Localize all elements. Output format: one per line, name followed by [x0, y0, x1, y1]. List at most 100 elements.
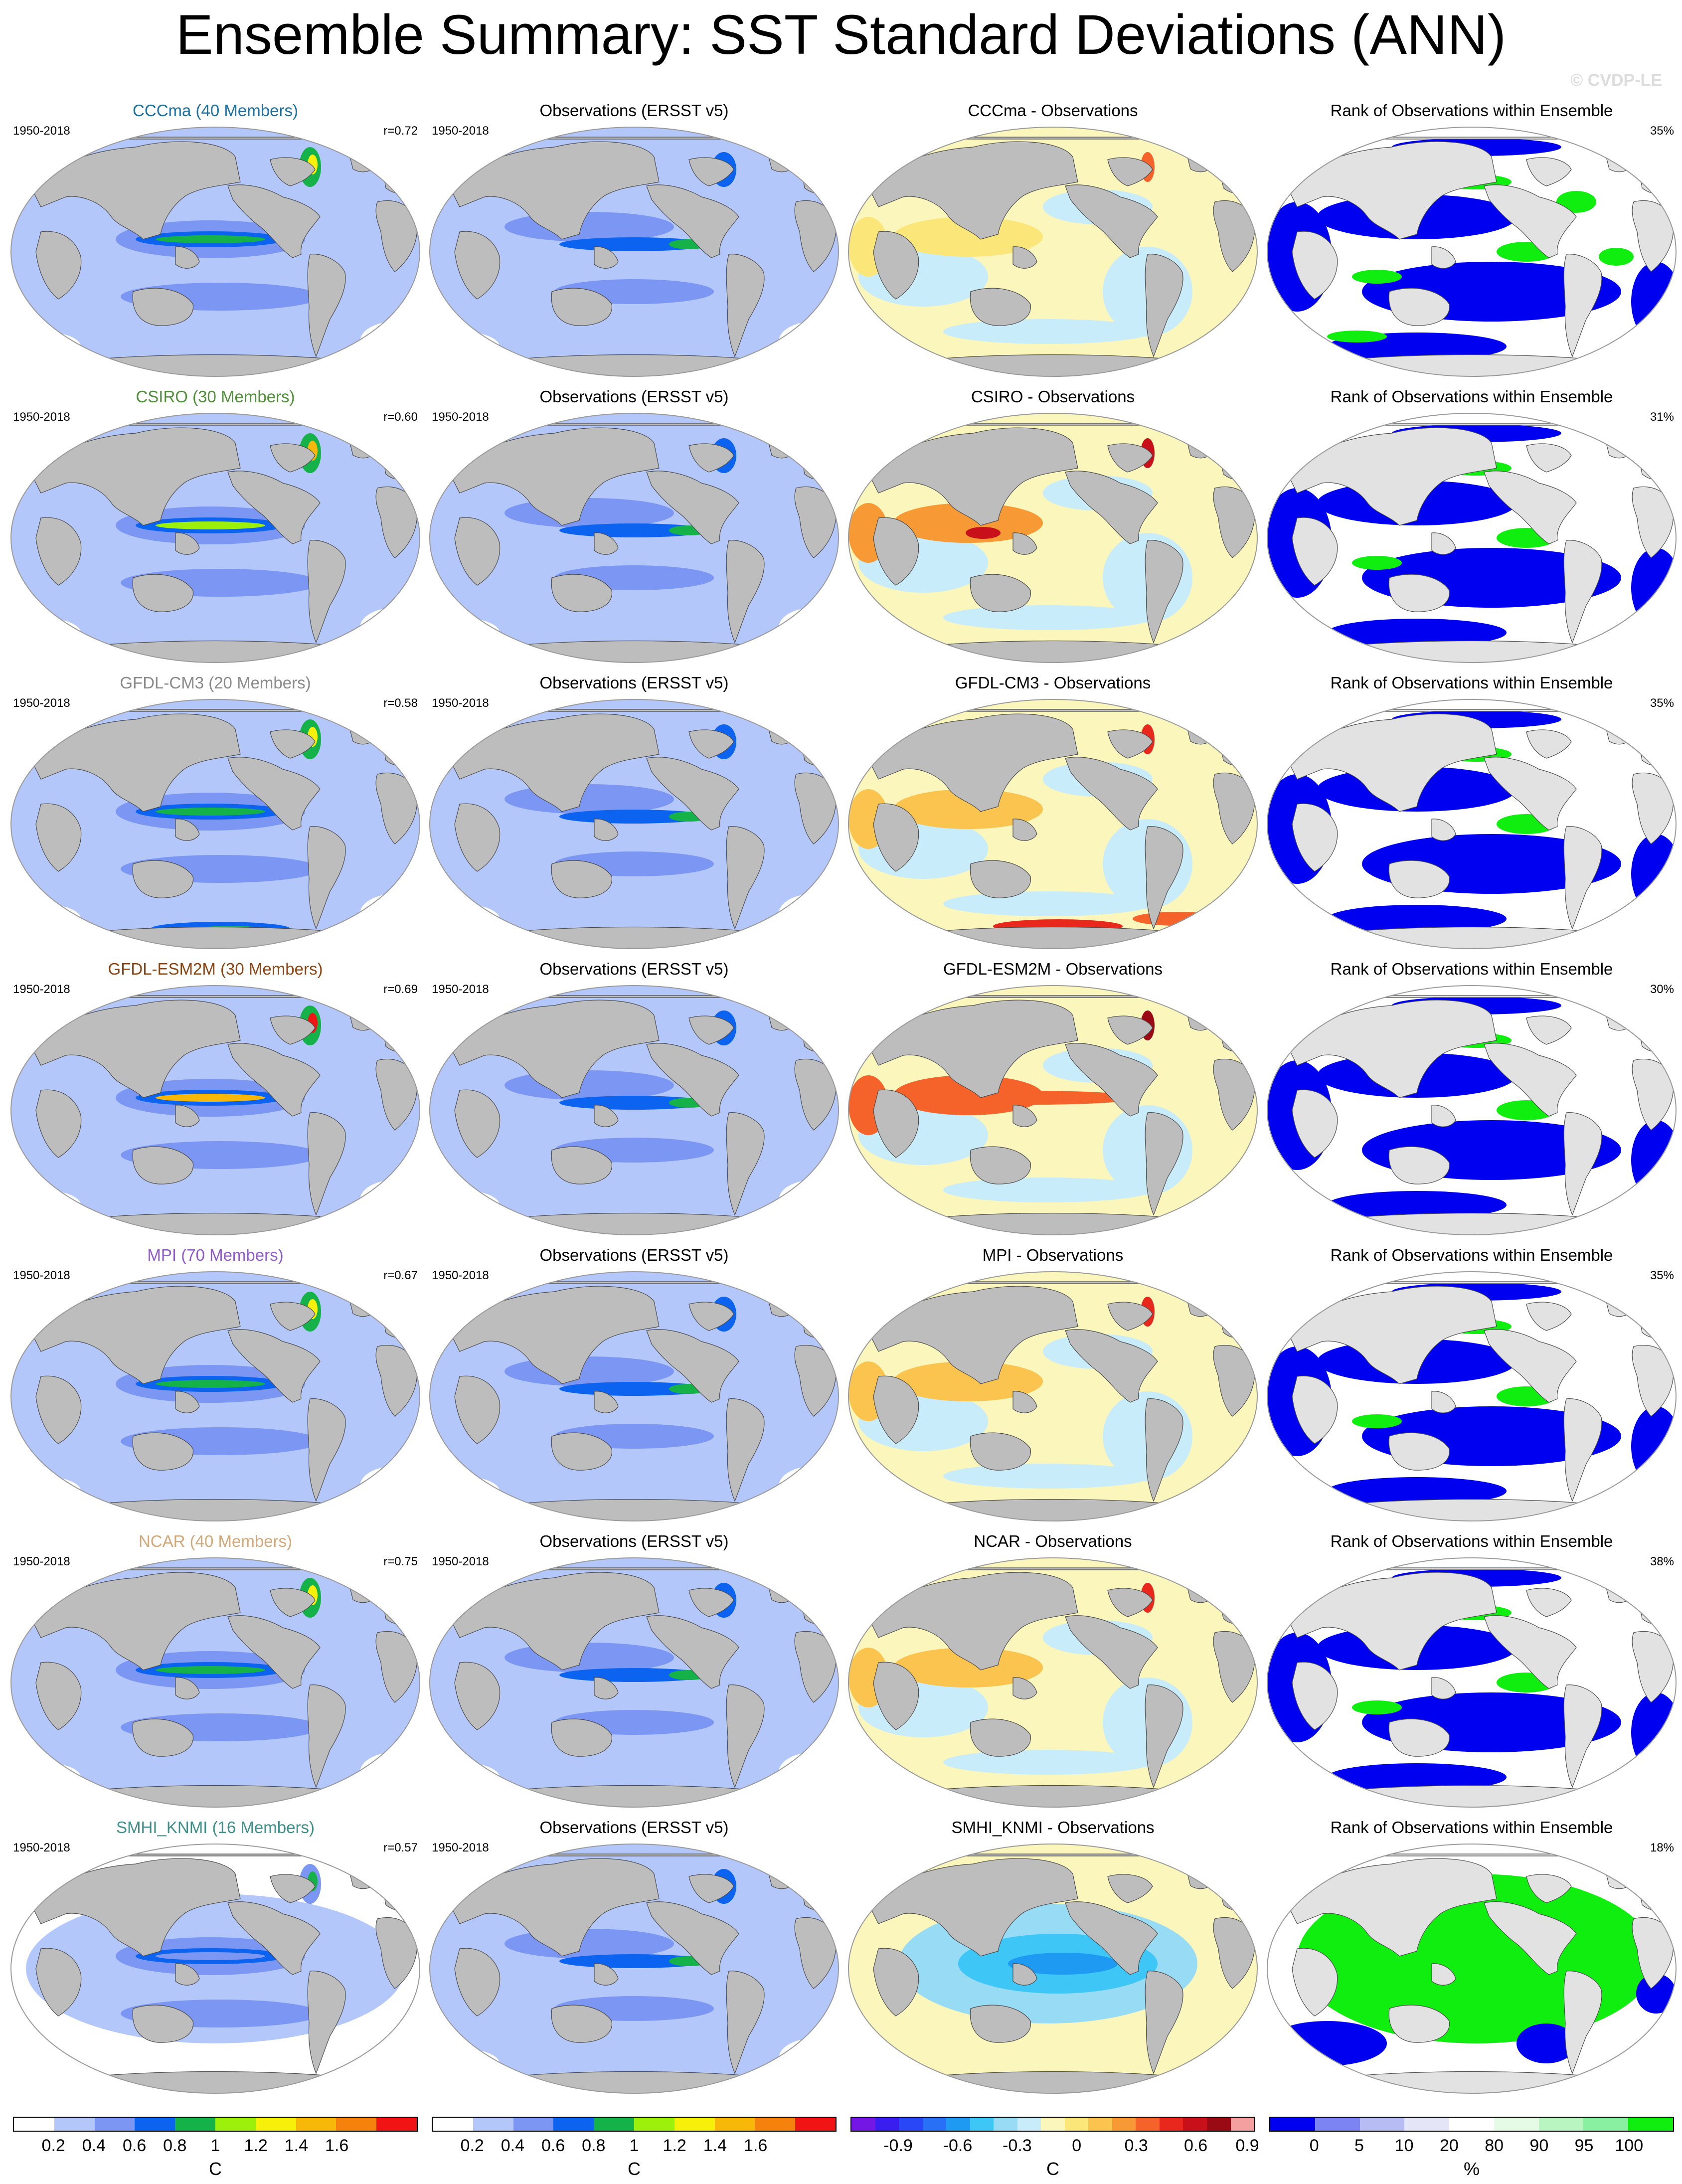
rank-percent: 35% [1650, 1269, 1674, 1282]
colorbar-swatch [875, 2118, 899, 2131]
panel-title: Rank of Observations within Ensemble [1330, 673, 1613, 692]
colorbar-tick-label: 0.2 [460, 2136, 484, 2155]
world-map [10, 1271, 420, 1521]
period-label: 1950-2018 [432, 1269, 489, 1282]
map-border [429, 699, 839, 949]
world-map [10, 985, 420, 1235]
land-mask [848, 137, 1257, 376]
map-panel-diff: CSIRO - Observations [843, 384, 1262, 670]
map-panel-obs: Observations (ERSST v5) 1950-2018 [425, 956, 843, 1242]
watermark: © CVDP-LE [1570, 71, 1662, 90]
rank-percent: 18% [1650, 1841, 1674, 1854]
panel-title: GFDL-CM3 - Observations [955, 673, 1151, 692]
period-label: 1950-2018 [432, 410, 489, 424]
map-field [430, 127, 839, 376]
colorbar-tick-label: -0.3 [1003, 2136, 1032, 2155]
colorbar-swatch [795, 2118, 836, 2131]
colorbar-swatch [946, 2118, 970, 2131]
page-title: Ensemble Summary: SST Standard Deviation… [175, 3, 1507, 66]
world-map [10, 413, 420, 663]
rank-percent: 38% [1650, 1555, 1674, 1568]
colorbar-swatch [755, 2118, 796, 2131]
colorbar-swatch [1017, 2118, 1041, 2131]
panel-title: Rank of Observations within Ensemble [1330, 1246, 1613, 1264]
colorbar-tick-label: 0.6 [122, 2136, 147, 2155]
map-panel-obs: Observations (ERSST v5) 1950-2018 [425, 1815, 843, 2101]
colorbar-diff: -0.9 -0.6 -0.3 0 0.3 0.6 0.9 C [843, 2112, 1262, 2184]
map-border [1267, 127, 1677, 377]
panel-title: Observations (ERSST v5) [539, 1246, 729, 1264]
colorbar-swatch [1136, 2118, 1160, 2131]
world-map [1267, 1557, 1677, 1808]
colorbar-tick-label: 0 [1309, 2136, 1319, 2155]
map-field [848, 986, 1257, 1235]
pattern-correlation: r=0.60 [383, 410, 418, 424]
colorbar-swatch [1359, 2118, 1405, 2131]
colorbar-tick-label: 1.4 [284, 2136, 309, 2155]
colorbar-swatch [1628, 2118, 1674, 2131]
panel-title: Rank of Observations within Ensemble [1330, 1532, 1613, 1550]
map-panel-sd: GFDL-CM3 (20 Members) 1950-2018 r=0.58 [6, 670, 425, 956]
world-map [10, 127, 420, 377]
world-map [848, 985, 1258, 1235]
map-field [848, 699, 1257, 949]
colorbar-swatch [553, 2118, 594, 2131]
colorbar-rank: 0 5 10 20 80 90 95 100% [1262, 2112, 1681, 2184]
panel-title: CCCma - Observations [968, 101, 1138, 120]
world-map [429, 1557, 839, 1808]
world-map [429, 1844, 839, 2094]
colorbar-tick-label: 1 [210, 2136, 220, 2155]
period-label: 1950-2018 [13, 1555, 70, 1568]
map-border [1267, 413, 1677, 663]
pattern-correlation: r=0.75 [383, 1555, 418, 1568]
world-map [10, 1557, 420, 1808]
colorbar-swatch [1583, 2118, 1629, 2131]
colorbar-tick-label: 1.2 [663, 2136, 686, 2155]
panel-title: CSIRO (30 Members) [136, 387, 295, 406]
colorbar-tick-label: 1.6 [325, 2136, 349, 2155]
colorbar-strip [850, 2117, 1255, 2132]
world-map [848, 127, 1258, 377]
colorbar-tick-label: 0.6 [541, 2136, 565, 2155]
pattern-correlation: r=0.58 [383, 696, 418, 710]
colorbar-tick-label: 1.2 [244, 2136, 268, 2155]
map-panel-rank: Rank of Observations within Ensemble 35% [1262, 670, 1681, 956]
panel-title: GFDL-ESM2M (30 Members) [108, 960, 323, 978]
map-field [1267, 1272, 1676, 1521]
map-panel-rank: Rank of Observations within Ensemble 31% [1262, 384, 1681, 670]
panel-title: Observations (ERSST v5) [539, 673, 729, 692]
land-mask [11, 1281, 420, 1521]
map-border [1267, 985, 1677, 1235]
map-panel-sd: CCCma (40 Members) 1950-2018 r=0.72 [6, 98, 425, 384]
rank-percent: 35% [1650, 124, 1674, 138]
colorbar-swatch [1041, 2118, 1065, 2131]
pattern-correlation: r=0.72 [383, 124, 418, 138]
period-label: 1950-2018 [13, 1841, 70, 1854]
period-label: 1950-2018 [432, 696, 489, 710]
colorbar-swatch [376, 2118, 417, 2131]
land-mask [848, 995, 1257, 1235]
panel-title: MPI (70 Members) [147, 1246, 284, 1264]
colorbar-swatch [336, 2118, 377, 2131]
colorbar-swatch [135, 2118, 175, 2131]
map-field [11, 1844, 420, 2093]
colorbar-tick-label: 80 [1485, 2136, 1504, 2155]
panel-title: Rank of Observations within Ensemble [1330, 1818, 1613, 1837]
colorbar-tick-label: 1.6 [743, 2136, 768, 2155]
map-panel-sd: CSIRO (30 Members) 1950-2018 r=0.60 [6, 384, 425, 670]
colorbar-swatch [1270, 2118, 1315, 2131]
colorbar-swatch [94, 2118, 135, 2131]
map-border [10, 413, 420, 663]
map-field [848, 413, 1257, 663]
map-border [848, 1844, 1258, 2094]
panel-title: CCCma (40 Members) [133, 101, 298, 120]
colorbar-swatch [970, 2118, 994, 2131]
period-label: 1950-2018 [432, 983, 489, 996]
map-panel-rank: Rank of Observations within Ensemble 35% [1262, 98, 1681, 384]
map-border [429, 413, 839, 663]
world-map [848, 1557, 1258, 1808]
period-label: 1950-2018 [13, 696, 70, 710]
world-map [1267, 985, 1677, 1235]
colorbar-swatch [513, 2118, 554, 2131]
colorbar-swatch [296, 2118, 336, 2131]
